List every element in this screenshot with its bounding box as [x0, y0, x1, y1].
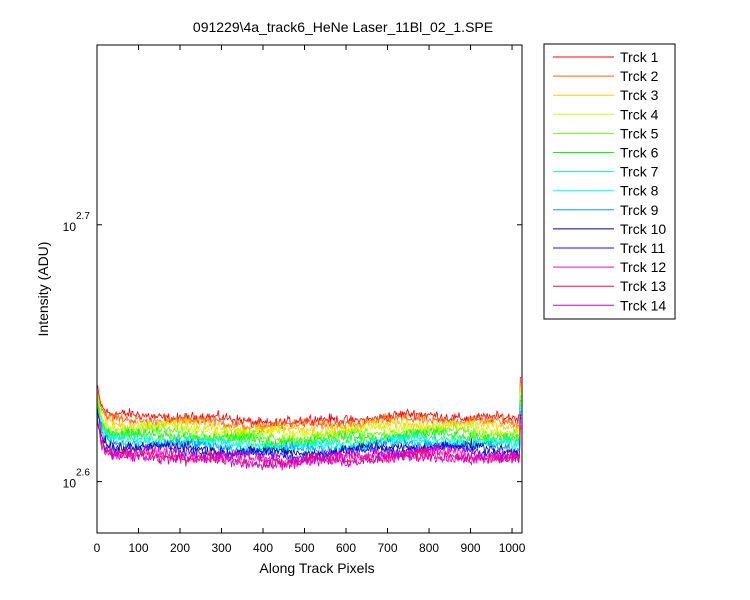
y-tick-label-base: 10: [63, 477, 77, 491]
x-tick-label: 400: [253, 541, 273, 555]
x-tick-label: 500: [295, 541, 315, 555]
legend-label: Trck 5: [620, 125, 659, 141]
series-line-trck-14: [96, 421, 522, 471]
series-line-trck-1: [96, 377, 522, 430]
x-tick-label: 600: [336, 541, 356, 555]
series-lines: [96, 377, 522, 471]
axes-box: [96, 44, 523, 534]
series-line-trck-2: [96, 381, 522, 434]
legend-label: Trck 1: [620, 49, 659, 65]
series-line-trck-4: [96, 391, 522, 440]
x-axis-label: Along Track Pixels: [259, 560, 374, 576]
x-tick-label: 900: [461, 541, 481, 555]
legend-label: Trck 9: [620, 202, 659, 218]
legend-label: Trck 8: [620, 183, 659, 199]
x-tick-label: 800: [419, 541, 439, 555]
legend-label: Trck 13: [620, 278, 666, 294]
series-line-trck-6: [96, 400, 522, 449]
legend-label: Trck 4: [620, 106, 659, 122]
chart-title: 091229\4a_track6_HeNe Laser_11Bl_02_1.SP…: [193, 19, 493, 35]
x-tick-label: 300: [211, 541, 231, 555]
legend-label: Trck 11: [620, 240, 665, 256]
y-tick-label-exponent: 2.7: [76, 211, 90, 222]
x-tick-label: 700: [378, 541, 398, 555]
legend-label: Trck 12: [620, 259, 666, 275]
legend-label: Trck 2: [620, 68, 659, 84]
legend-label: Trck 6: [620, 145, 659, 161]
legend-label: Trck 14: [620, 297, 666, 313]
x-ticks: 0 100 200 300 400 500 600 700 800 900 1000: [94, 45, 526, 555]
plot-area: 0 100 200 300 400 500 600 700 800 900 1000 102.610…: [63, 44, 526, 555]
x-tick-label: 200: [170, 541, 190, 555]
legend-label: Trck 3: [620, 87, 659, 103]
y-axis-label: Intensity (ADU): [35, 242, 51, 337]
x-tick-label: 1000: [499, 541, 526, 555]
legend: Trck 1 Trck 2 Trck 3 Trck 4 Trck 5 Trck 6 Trck…: [543, 43, 676, 320]
x-tick-label: 0: [94, 541, 101, 555]
legend-label: Trck 10: [620, 221, 666, 237]
series-line-trck-12: [96, 414, 522, 470]
legend-label: Trck 7: [620, 164, 659, 180]
x-tick-label: 100: [128, 541, 148, 555]
y-tick-label-base: 10: [63, 220, 77, 234]
legend-box: [543, 43, 676, 320]
legend-items: Trck 1 Trck 2 Trck 3 Trck 4 Trck 5 Trck 6 Trck…: [553, 49, 666, 313]
y-tick-label-exponent: 2.6: [76, 468, 90, 479]
